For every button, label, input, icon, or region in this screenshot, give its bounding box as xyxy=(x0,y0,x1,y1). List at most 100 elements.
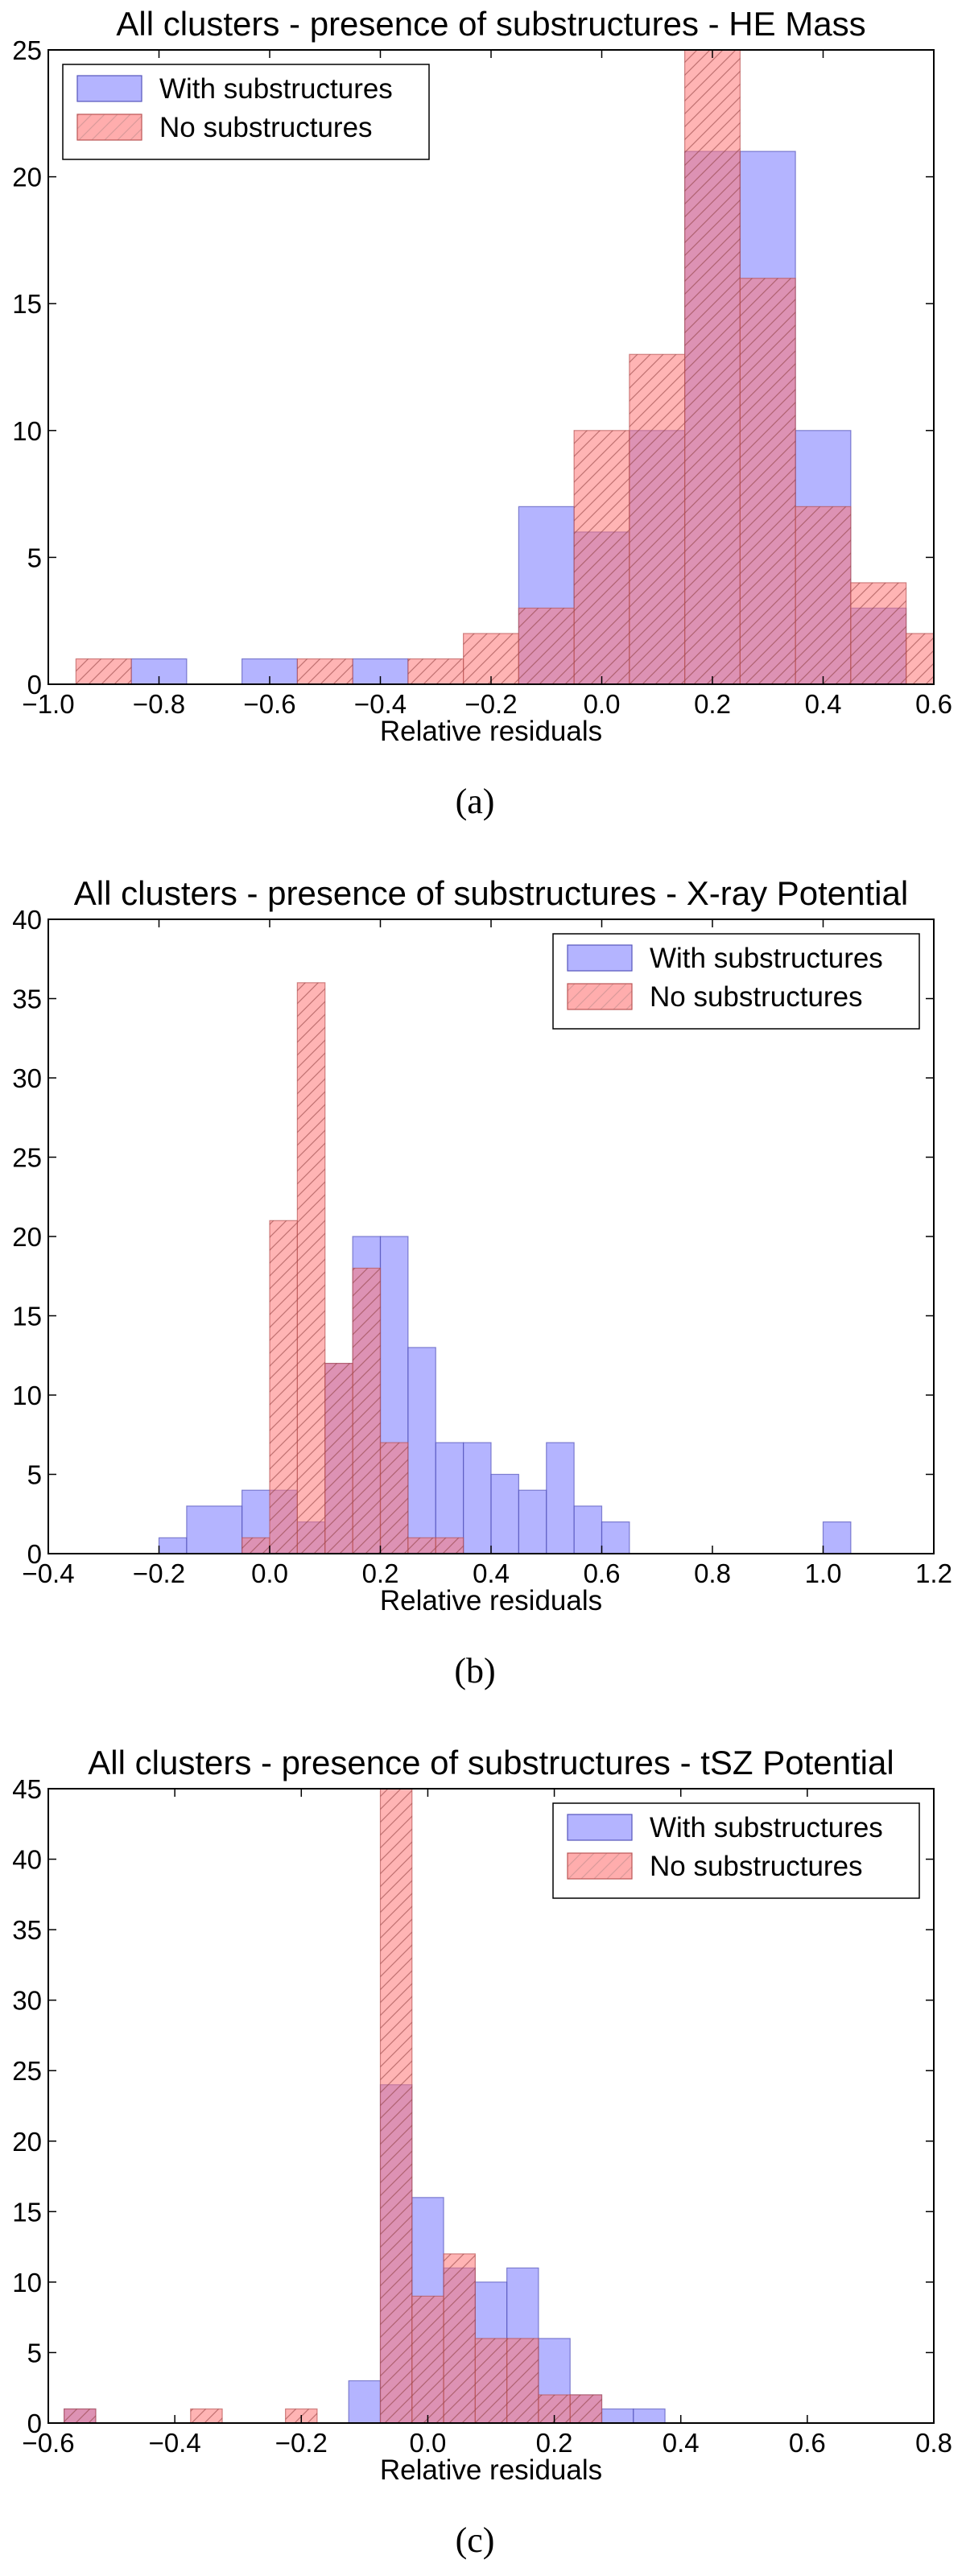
x-tick-label: 0.4 xyxy=(473,1558,510,1588)
x-tick-label: −0.4 xyxy=(22,1558,74,1588)
y-tick-label: 30 xyxy=(12,1986,42,2016)
y-tick-label: 15 xyxy=(12,289,42,319)
y-tick-label: 40 xyxy=(12,905,42,935)
panel-caption: (a) xyxy=(456,782,495,821)
panel-caption: (b) xyxy=(454,1651,495,1690)
x-tick-label: −0.2 xyxy=(133,1558,185,1588)
x-tick-label: 0.6 xyxy=(584,1558,621,1588)
bar-no-substructures xyxy=(569,2394,603,2423)
bar-no-substructures xyxy=(684,50,741,684)
bar-with-substructures xyxy=(435,1442,464,1554)
x-axis-label: Relative residuals xyxy=(380,1585,602,1616)
legend-swatch-no-substructures xyxy=(76,114,142,141)
x-tick-label: 0.0 xyxy=(409,2428,446,2458)
y-tick-label: 15 xyxy=(12,2197,42,2227)
bar-no-substructures xyxy=(296,658,353,684)
y-tick-label: 10 xyxy=(12,2268,42,2297)
panel-b: All clusters - presence of substructures… xyxy=(12,874,952,1690)
x-tick-label: −0.2 xyxy=(464,689,517,719)
y-tick-label: 0 xyxy=(27,2409,42,2438)
y-tick-label: 25 xyxy=(12,35,42,65)
bar-no-substructures xyxy=(379,1789,413,2423)
x-tick-label: −0.2 xyxy=(275,2428,328,2458)
y-tick-label: 15 xyxy=(12,1302,42,1331)
y-tick-label: 10 xyxy=(12,416,42,446)
y-tick-label: 5 xyxy=(27,2338,42,2368)
chart-title: All clusters - presence of substructures… xyxy=(88,1744,894,1781)
x-tick-label: 0.8 xyxy=(915,2428,952,2458)
bar-with-substructures xyxy=(573,1505,603,1554)
bar-no-substructures xyxy=(269,1220,298,1554)
x-tick-label: −0.4 xyxy=(354,689,407,719)
bar-with-substructures xyxy=(546,1442,575,1554)
x-tick-label: 0.6 xyxy=(915,689,952,719)
legend-label: No substructures xyxy=(159,112,373,143)
legend-label: With substructures xyxy=(650,943,883,974)
x-tick-label: 0.0 xyxy=(584,689,621,719)
panel-a: All clusters - presence of substructures… xyxy=(12,5,952,821)
bar-no-substructures xyxy=(443,2253,476,2423)
bar-no-substructures xyxy=(75,658,132,684)
x-tick-label: −0.6 xyxy=(22,2428,74,2458)
plot-frame xyxy=(47,1788,935,2424)
x-tick-label: 0.2 xyxy=(536,2428,573,2458)
chart-title: All clusters - presence of substructures… xyxy=(116,5,865,43)
bar-with-substructures xyxy=(348,2380,382,2423)
bar-no-substructures xyxy=(435,1537,464,1554)
x-axis-label: Relative residuals xyxy=(380,2454,602,2486)
legend-label: No substructures xyxy=(650,1851,863,1882)
bar-with-substructures xyxy=(822,1521,852,1554)
bar-with-substructures xyxy=(186,1505,243,1554)
y-tick-label: 0 xyxy=(27,1539,42,1569)
bar-no-substructures xyxy=(407,1537,436,1554)
bar-with-substructures xyxy=(633,2408,666,2423)
legend-swatch-with-substructures xyxy=(567,944,633,972)
y-tick-label: 10 xyxy=(12,1381,42,1410)
panel-caption: (c) xyxy=(456,2520,495,2560)
y-tick-label: 35 xyxy=(12,985,42,1014)
bar-no-substructures xyxy=(407,658,464,684)
y-tick-label: 5 xyxy=(27,543,42,572)
bar-with-substructures xyxy=(490,1473,519,1554)
x-tick-label: −0.4 xyxy=(149,2428,201,2458)
legend: With substructures No substructures xyxy=(552,933,920,1030)
chart-title: All clusters - presence of substructures… xyxy=(74,874,908,912)
bar-no-substructures xyxy=(629,353,686,684)
legend-label: With substructures xyxy=(159,73,393,105)
bar-no-substructures xyxy=(352,1267,382,1554)
bar-no-substructures xyxy=(296,982,326,1554)
legend-swatch-with-substructures xyxy=(76,75,142,102)
x-axis-label: Relative residuals xyxy=(380,716,602,747)
y-tick-label: 20 xyxy=(12,2127,42,2157)
legend: With substructures No substructures xyxy=(552,1802,920,1899)
y-tick-label: 45 xyxy=(12,1774,42,1804)
x-tick-label: 0.0 xyxy=(251,1558,288,1588)
panel-c: All clusters - presence of substructures… xyxy=(12,1744,952,2560)
x-tick-label: 0.8 xyxy=(694,1558,731,1588)
y-tick-label: 20 xyxy=(12,1222,42,1252)
y-tick-label: 25 xyxy=(12,1143,42,1173)
bar-no-substructures xyxy=(795,506,852,684)
bar-no-substructures xyxy=(739,278,796,684)
y-tick-label: 35 xyxy=(12,1915,42,1945)
bar-with-substructures xyxy=(518,1489,547,1554)
y-tick-label: 30 xyxy=(12,1063,42,1093)
bar-with-substructures xyxy=(601,2408,634,2423)
x-tick-label: 1.2 xyxy=(915,1558,952,1588)
bar-no-substructures xyxy=(242,1537,270,1554)
bar-with-substructures xyxy=(407,1347,436,1554)
bar-with-substructures xyxy=(463,1442,492,1554)
x-tick-label: 1.0 xyxy=(805,1558,842,1588)
bar-no-substructures xyxy=(411,2295,444,2423)
x-tick-label: −1.0 xyxy=(22,689,74,719)
x-tick-label: −0.6 xyxy=(243,689,295,719)
bars xyxy=(158,982,852,1554)
legend: With substructures No substructures xyxy=(62,64,430,160)
y-tick-label: 40 xyxy=(12,1845,42,1875)
x-tick-label: 0.4 xyxy=(805,689,842,719)
bar-no-substructures xyxy=(850,582,907,684)
bar-with-substructures xyxy=(601,1521,630,1554)
bar-no-substructures xyxy=(379,1442,409,1554)
x-tick-label: 0.6 xyxy=(789,2428,826,2458)
